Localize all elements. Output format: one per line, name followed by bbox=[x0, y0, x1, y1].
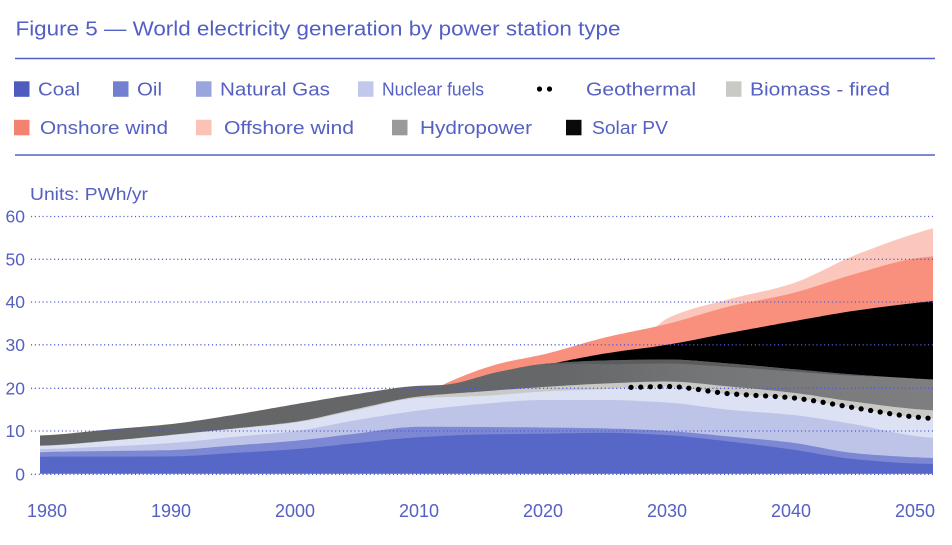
svg-text:50: 50 bbox=[6, 250, 26, 270]
svg-text:2040: 2040 bbox=[771, 501, 811, 521]
svg-text:20: 20 bbox=[6, 379, 26, 399]
svg-text:30: 30 bbox=[6, 335, 26, 355]
svg-text:2020: 2020 bbox=[523, 501, 563, 521]
svg-text:Onshore wind: Onshore wind bbox=[40, 118, 168, 138]
svg-text:1980: 1980 bbox=[27, 501, 67, 521]
svg-text:Coal: Coal bbox=[38, 80, 80, 100]
svg-text:Biomass - fired: Biomass - fired bbox=[750, 80, 890, 100]
svg-text:Natural Gas: Natural Gas bbox=[220, 80, 330, 100]
svg-text:40: 40 bbox=[6, 292, 26, 312]
svg-text:0: 0 bbox=[15, 465, 25, 485]
svg-text:1990: 1990 bbox=[151, 501, 191, 521]
svg-text:Units: PWh/yr: Units: PWh/yr bbox=[30, 184, 148, 204]
svg-text:Solar PV: Solar PV bbox=[592, 118, 668, 138]
svg-text:10: 10 bbox=[6, 421, 26, 441]
svg-text:Offshore wind: Offshore wind bbox=[224, 118, 354, 138]
svg-text:2010: 2010 bbox=[399, 501, 439, 521]
svg-text:Hydropower: Hydropower bbox=[420, 118, 532, 138]
svg-text:Figure 5 — World electricity g: Figure 5 — World electricity generation … bbox=[16, 18, 621, 41]
svg-text:2000: 2000 bbox=[275, 501, 315, 521]
svg-text:2030: 2030 bbox=[647, 501, 687, 521]
svg-text:Geothermal: Geothermal bbox=[586, 80, 696, 100]
svg-text:Nuclear fuels: Nuclear fuels bbox=[382, 80, 484, 100]
svg-text:60: 60 bbox=[6, 207, 26, 227]
svg-text:Oil: Oil bbox=[137, 80, 162, 100]
svg-text:2050: 2050 bbox=[895, 501, 935, 521]
